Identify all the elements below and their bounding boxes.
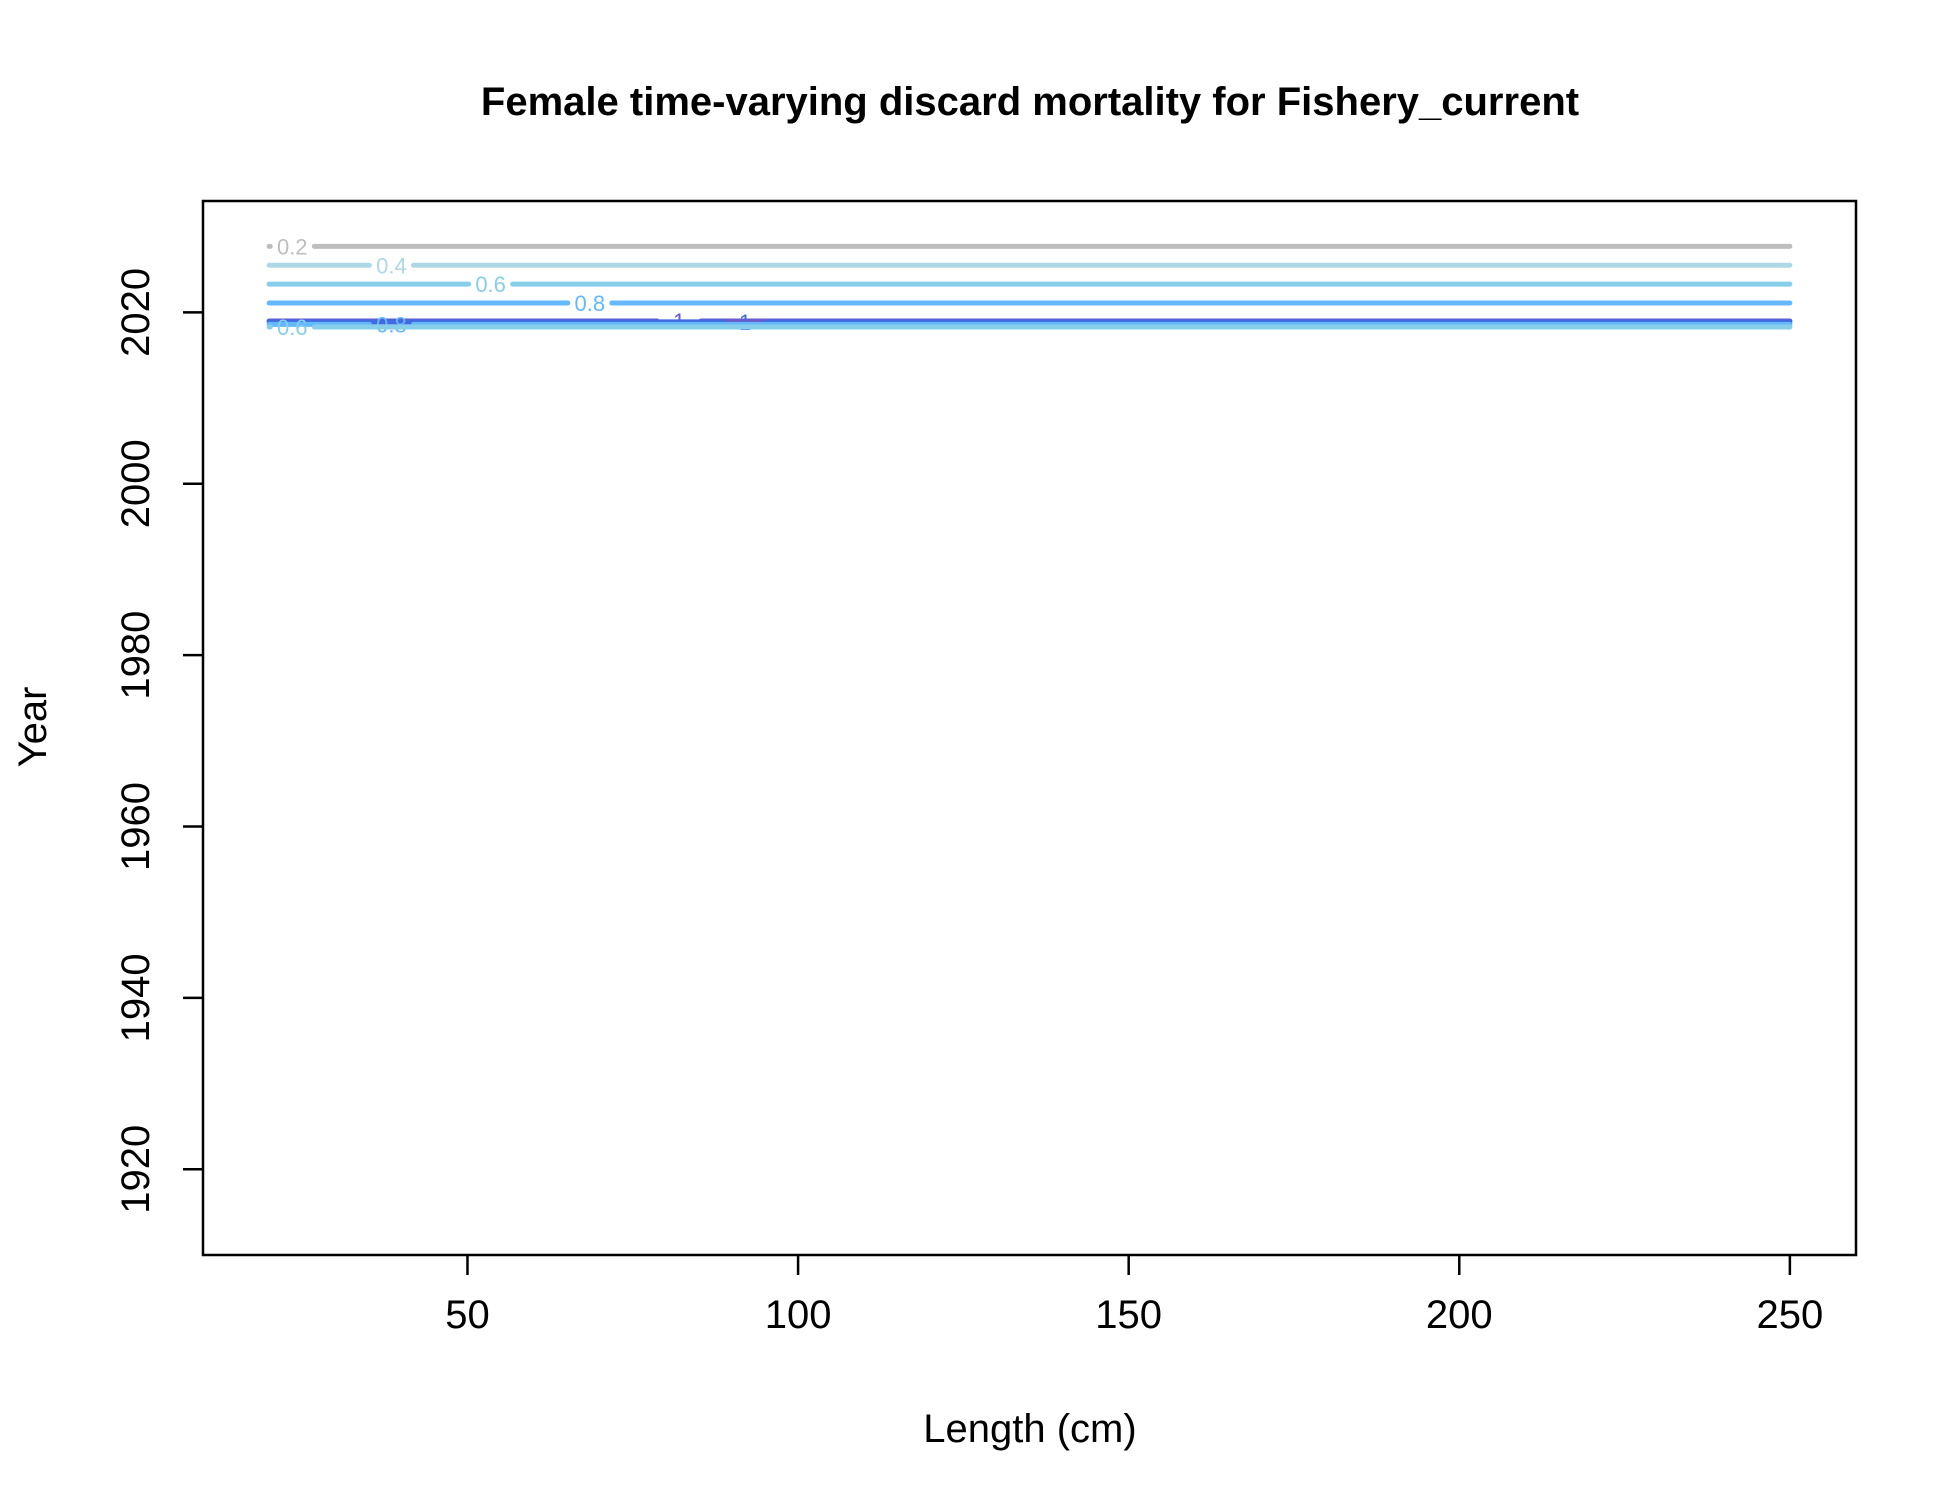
x-axis-label: Length (cm) <box>923 1407 1136 1451</box>
contour-label: 0.2 <box>277 234 308 259</box>
x-tick-label: 50 <box>445 1293 490 1337</box>
contour-label: 0.4 <box>376 253 407 278</box>
x-axis: 50 100 150 200 250 <box>445 1255 1823 1337</box>
y-tick-label: 2020 <box>114 268 158 357</box>
x-tick-label: 100 <box>765 1293 832 1337</box>
contour-label: 0.6 <box>475 272 506 297</box>
y-tick-label: 2000 <box>114 439 158 528</box>
contour-line-0.4: 0.4 <box>266 253 1793 278</box>
y-tick-label: 1940 <box>114 953 158 1042</box>
y-tick-label: 1960 <box>114 782 158 871</box>
contour-line-0.6: 0.6 <box>266 315 1793 340</box>
contour-label: 0.6 <box>277 315 308 340</box>
x-tick-label: 200 <box>1426 1293 1493 1337</box>
contour-line-0.6: 0.6 <box>266 272 1793 297</box>
contour-label: 0.8 <box>575 291 606 316</box>
plot-frame <box>201 199 1858 1257</box>
chart-title: Female time-varying discard mortality fo… <box>481 80 1579 124</box>
y-tick-label: 1920 <box>114 1125 158 1214</box>
y-axis-label: Year <box>11 687 55 768</box>
x-tick-label: 250 <box>1757 1293 1824 1337</box>
y-axis: 1920 1940 1960 1980 2000 2020 <box>114 268 203 1214</box>
contour-line-0.8: 0.8 <box>266 291 1793 316</box>
contour-lines: 0.20.40.60.8110.80.6 <box>266 234 1793 340</box>
x-tick-label: 150 <box>1095 1293 1162 1337</box>
contour-line-0.2: 0.2 <box>266 234 1793 259</box>
y-tick-label: 1980 <box>114 611 158 700</box>
